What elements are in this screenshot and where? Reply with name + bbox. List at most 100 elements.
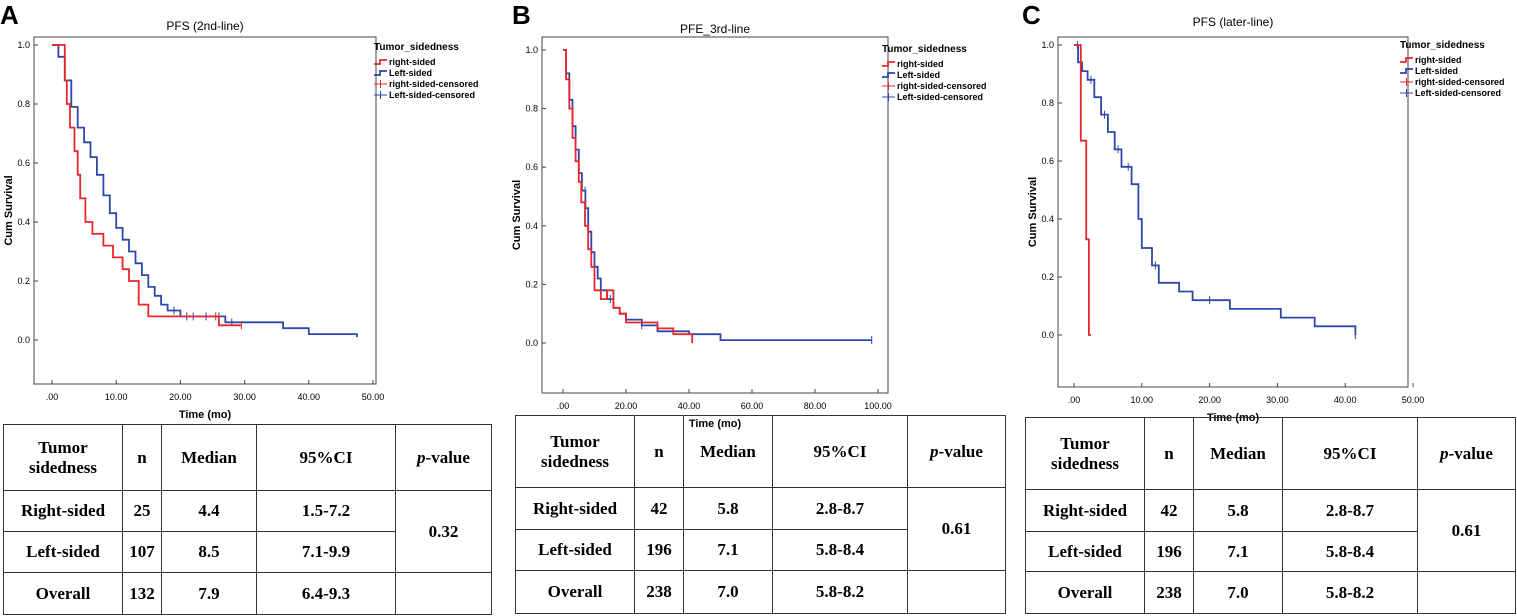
row-median: 7.0: [683, 570, 773, 614]
legend-line-icon: [374, 70, 387, 76]
pvalue-cell: 0.61: [1417, 489, 1516, 572]
y-tick-label: 0.0: [525, 338, 538, 348]
legend-item: right-sided-censored: [389, 79, 479, 89]
pvalue-p: p: [417, 447, 426, 467]
row-n: 196: [1144, 531, 1194, 572]
legend-item: Left-sided: [389, 68, 432, 78]
row-n: 107: [122, 531, 162, 573]
x-tick-label: 10.00: [105, 392, 128, 402]
pvalue-cell: 0.32: [395, 490, 492, 573]
header-group: Tumor sidedness: [515, 415, 635, 488]
table-row: Overall 132 7.9 6.4-9.3: [3, 572, 492, 615]
legend-line-icon: [882, 72, 895, 78]
header-n: n: [122, 424, 162, 491]
row-group: Left-sided: [3, 531, 123, 573]
row-n: 42: [634, 487, 684, 530]
x-tick-label: 40.00: [298, 392, 321, 402]
panel-letter: A: [0, 0, 19, 30]
km-plot-pfs-later-line: PFS (later-line) 0.0 0.2 0.4 0.6 0.8 1.0 .00 10.…: [1027, 15, 1505, 424]
series-line-right-sided: [52, 44, 242, 327]
row-group: Right-sided: [1025, 489, 1145, 532]
x-tick-label: 10.00: [1131, 395, 1154, 405]
empty-cell: [395, 572, 492, 615]
y-tick-label: 0.8: [1041, 98, 1054, 108]
y-tick-label: 0.4: [1041, 214, 1054, 224]
y-tick-label: 1.0: [1041, 40, 1054, 50]
row-ci: 5.8-8.4: [772, 529, 908, 571]
pvalue-suffix: -value: [1448, 443, 1493, 463]
series-line-left-sided: [563, 49, 872, 341]
row-group: Left-sided: [1025, 531, 1145, 572]
y-tick-label: 0.6: [1041, 156, 1054, 166]
y-tick-label: 0.2: [17, 276, 30, 286]
pvalue-cell: 0.61: [907, 487, 1006, 571]
y-tick-label: 1.0: [17, 40, 30, 50]
row-group: Left-sided: [515, 529, 635, 571]
x-tick-label: 20.00: [615, 401, 638, 411]
row-ci: 5.8-8.2: [1282, 571, 1418, 614]
header-median: Median: [683, 415, 773, 488]
table-row: Overall 238 7.0 5.8-8.2: [515, 570, 1006, 614]
x-tick-label: 40.00: [678, 401, 701, 411]
stats-table: Tumor sidedness n Median 95%CI p-value R…: [1025, 417, 1516, 614]
empty-cell: [907, 570, 1006, 614]
y-tick-label: 0.2: [525, 279, 538, 289]
plot-frame: [33, 36, 377, 385]
table-row: Overall 238 7.0 5.8-8.2: [1025, 571, 1516, 614]
legend-item: Left-sided: [897, 70, 940, 80]
legend-item: right-sided: [389, 57, 436, 67]
y-tick-label: 0.4: [17, 217, 30, 227]
legend-item: Left-sided-censored: [897, 92, 983, 102]
series-line-right-sided: [563, 49, 694, 343]
legend-item: Left-sided-censored: [389, 90, 475, 100]
x-tick-label: .00: [1068, 395, 1081, 405]
row-ci: 2.8-8.7: [1282, 489, 1418, 532]
y-tick-label: 1.0: [525, 45, 538, 55]
row-n: 25: [122, 490, 162, 532]
x-tick-label: 50.00: [1402, 395, 1425, 405]
row-n: 238: [634, 570, 684, 614]
row-group: Right-sided: [515, 487, 635, 530]
legend-line-icon: [1400, 68, 1413, 74]
x-tick-label: .00: [557, 401, 570, 411]
y-tick-label: 0.0: [17, 335, 30, 345]
header-pvalue: p-value: [907, 415, 1006, 488]
x-tick-label: 20.00: [169, 392, 192, 402]
y-axis-label: Cum Survival: [511, 180, 523, 250]
y-axis-label: Cum Survival: [1027, 177, 1039, 247]
legend-title: Tumor_sidedness: [882, 44, 967, 55]
row-n: 132: [122, 572, 162, 615]
series-line-right-sided: [1074, 44, 1091, 336]
table-row: Left-sided 107 8.5 7.1-9.9: [3, 531, 492, 573]
pvalue-p: p: [1440, 443, 1449, 463]
table-row: Right-sided 42 5.8 2.8-8.7 0.61: [1025, 489, 1516, 572]
row-median: 5.8: [1193, 489, 1283, 532]
panel-letter: B: [512, 0, 531, 30]
row-group: Overall: [1025, 571, 1145, 614]
header-group: Tumor sidedness: [1025, 417, 1145, 490]
x-tick-label: 40.00: [1334, 395, 1357, 405]
header-ci: 95%CI: [256, 424, 396, 491]
y-tick-label: 0.4: [525, 221, 538, 231]
pvalue-suffix: -value: [425, 447, 470, 467]
row-ci: 6.4-9.3: [256, 572, 396, 615]
row-median: 7.1: [1193, 531, 1283, 572]
x-tick-label: 50.00: [362, 392, 385, 402]
x-axis-label: Time (mo): [179, 409, 232, 421]
row-n: 42: [1144, 489, 1194, 532]
panel-c: C PFS (later-line) 0.0 0.2 0.4 0.6 0.8 1.0 .00 1…: [1018, 0, 1517, 616]
x-tick-label: 100.00: [864, 401, 892, 411]
panel-b: B PFE_3rd-line 0.0 0.2 0.4 0.6 0.8 1.0 .00 20.00…: [508, 0, 1010, 616]
header-ci: 95%CI: [772, 415, 908, 488]
row-median: 7.9: [161, 572, 257, 615]
empty-cell: [1417, 571, 1516, 614]
km-plot-pfe-3rd-line: PFE_3rd-line 0.0 0.2 0.4 0.6 0.8 1.0 .00 20.00 40…: [511, 22, 987, 430]
x-tick-label: 80.00: [804, 401, 827, 411]
plot-frame: [1057, 36, 1409, 388]
x-tick-label: .00: [46, 392, 59, 402]
y-tick-label: 0.8: [525, 104, 538, 114]
chart-title: PFS (later-line): [1193, 15, 1274, 29]
row-median: 8.5: [161, 531, 257, 573]
pvalue-p: p: [930, 441, 939, 461]
km-plot-pfs-2nd-line: PFS (2nd-line) 0.0 0.2 0.4 0.6 0.8 1.0 .00 10.00…: [3, 19, 479, 421]
